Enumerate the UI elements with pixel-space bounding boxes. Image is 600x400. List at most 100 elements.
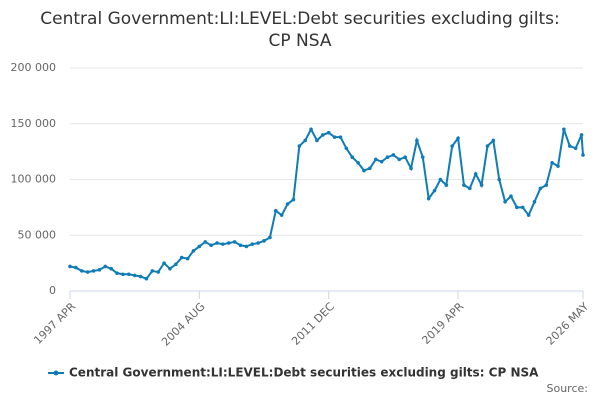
marker — [226, 241, 231, 245]
marker — [85, 270, 90, 274]
marker — [462, 183, 466, 187]
marker — [285, 202, 290, 206]
marker — [250, 242, 255, 246]
marker — [132, 273, 137, 278]
marker — [562, 127, 566, 132]
marker — [379, 159, 384, 164]
marker — [515, 205, 519, 210]
marker — [197, 244, 202, 249]
marker — [332, 135, 337, 139]
marker — [344, 146, 349, 151]
marker — [215, 241, 219, 245]
marker — [538, 186, 543, 191]
marker — [121, 272, 125, 277]
marker — [262, 239, 266, 243]
marker — [268, 235, 272, 240]
marker — [315, 138, 319, 143]
marker — [373, 157, 378, 162]
marker — [297, 144, 302, 148]
marker — [191, 249, 196, 253]
marker — [138, 274, 143, 279]
marker — [326, 130, 331, 135]
marker — [97, 268, 102, 272]
marker — [244, 244, 249, 249]
y-tick-label: 0 — [49, 284, 56, 297]
marker — [579, 133, 584, 137]
y-tick-label: 200 000 — [11, 61, 57, 74]
marker — [221, 242, 225, 246]
marker — [144, 276, 149, 281]
marker — [526, 213, 531, 217]
x-tick-label: 2019 APR — [419, 300, 466, 347]
x-tick-label: 2004 AUG — [159, 300, 208, 349]
marker — [485, 144, 490, 148]
marker — [415, 138, 419, 143]
marker — [279, 213, 284, 217]
marker — [473, 172, 478, 176]
marker — [74, 265, 78, 270]
marker — [438, 177, 443, 182]
x-tick-label: 2011 DEC — [289, 300, 337, 348]
marker — [581, 153, 585, 157]
line — [69, 127, 584, 280]
y-tick-label: 150 000 — [11, 117, 57, 130]
marker — [303, 138, 307, 143]
marker — [362, 168, 366, 173]
marker — [368, 166, 372, 171]
marker — [321, 133, 325, 137]
marker — [426, 196, 431, 201]
marker — [103, 264, 108, 269]
marker — [126, 272, 131, 277]
marker — [185, 256, 190, 261]
marker — [309, 127, 313, 132]
marker — [468, 186, 472, 191]
x-tick-label: 1997 APR — [31, 300, 78, 347]
marker — [273, 208, 278, 213]
marker — [432, 188, 437, 193]
marker — [397, 157, 402, 162]
marker — [403, 155, 407, 159]
marker — [356, 160, 360, 165]
marker — [162, 261, 166, 265]
marker — [174, 262, 178, 267]
marker — [179, 255, 184, 260]
marker — [238, 243, 243, 248]
chart-title: Central Government:LI:LEVEL:Debt securit… — [40, 9, 560, 51]
marker — [497, 177, 502, 182]
marker — [256, 241, 260, 245]
marker — [550, 160, 554, 165]
marker — [573, 146, 578, 151]
marker — [491, 138, 496, 143]
marker — [68, 264, 72, 269]
marker — [115, 271, 119, 275]
marker — [91, 269, 96, 273]
legend-marker — [53, 370, 59, 376]
legend-label: Central Government:LI:LEVEL:Debt securit… — [69, 366, 539, 380]
marker — [350, 155, 355, 159]
marker — [79, 269, 84, 273]
y-tick-label: 100 000 — [11, 173, 57, 186]
marker — [409, 166, 413, 171]
marker — [109, 266, 113, 271]
source: Source: — [547, 382, 589, 395]
x-tick-label: 2026 MAY — [544, 300, 592, 348]
marker — [479, 183, 484, 187]
marker — [544, 183, 549, 187]
marker — [338, 135, 343, 139]
marker — [156, 270, 160, 274]
marker — [420, 155, 425, 159]
marker — [532, 200, 537, 204]
marker — [232, 240, 237, 244]
marker — [503, 200, 507, 204]
marker — [567, 144, 572, 148]
marker — [385, 155, 390, 159]
marker — [203, 240, 208, 244]
marker — [150, 269, 155, 273]
marker — [509, 194, 513, 199]
marker — [391, 153, 396, 157]
marker — [444, 183, 449, 187]
y-tick-label: 50 000 — [18, 228, 57, 241]
marker — [291, 197, 296, 202]
